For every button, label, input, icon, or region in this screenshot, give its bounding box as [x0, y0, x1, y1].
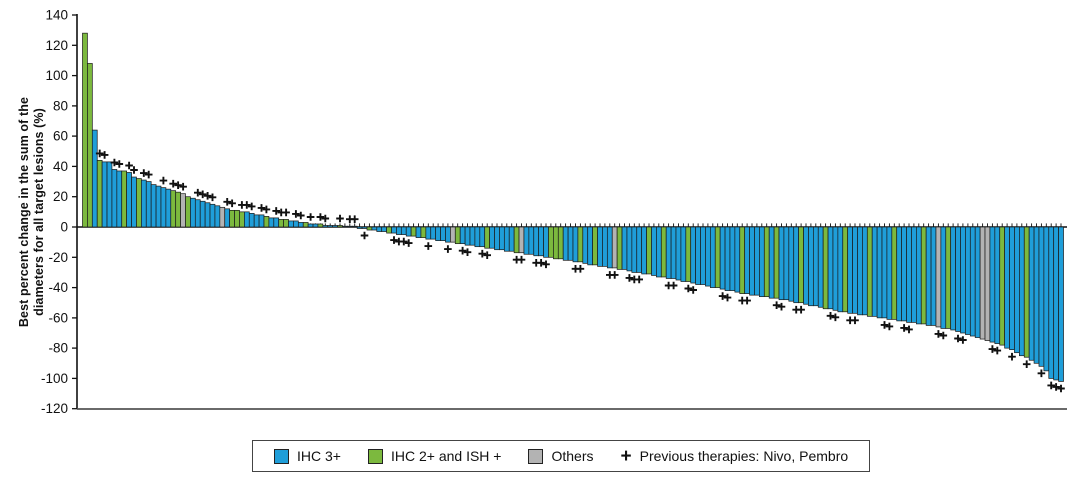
legend-item-others: Others	[528, 448, 594, 464]
svg-text:60: 60	[53, 129, 68, 144]
svg-text:-40: -40	[48, 280, 68, 295]
legend-item-ihc3: IHC 3+	[274, 448, 341, 464]
others-color-swatch	[528, 448, 544, 464]
legend-item-ihc2-ish: IHC 2+ and ISH +	[367, 448, 502, 464]
ihc3-color-swatch	[274, 448, 289, 464]
svg-text:-20: -20	[48, 250, 68, 265]
waterfall-chart: 140 120 100 80 60 40 20 0 -20 -40 -60 -80 -100 -120	[41, 8, 1067, 416]
legend-label-ihc3: IHC 3+	[297, 448, 341, 464]
svg-text:40: 40	[53, 159, 68, 174]
svg-text:80: 80	[53, 98, 68, 113]
svg-text:100: 100	[45, 68, 68, 83]
legend-label-previous-therapies: Previous therapies: Nivo, Pembro	[639, 448, 849, 464]
svg-text:-60: -60	[48, 310, 68, 325]
svg-text:140: 140	[45, 8, 68, 23]
legend-label-ihc2-ish: IHC 2+ and ISH +	[390, 448, 502, 464]
plus-marker-icon: +	[620, 445, 632, 467]
svg-text:-80: -80	[48, 341, 68, 356]
ihc2-ish-color-swatch	[367, 448, 383, 464]
legend-label-others: Others	[551, 448, 594, 464]
svg-text:-120: -120	[41, 401, 68, 416]
svg-text:0: 0	[60, 220, 68, 235]
svg-text:120: 120	[45, 38, 68, 53]
svg-text:-100: -100	[41, 371, 68, 386]
svg-text:20: 20	[53, 189, 68, 204]
legend-item-previous-therapies: + Previous therapies: Nivo, Pembro	[621, 447, 849, 466]
legend: IHC 3+ IHC 2+ and ISH + Others + Previou…	[252, 440, 871, 472]
